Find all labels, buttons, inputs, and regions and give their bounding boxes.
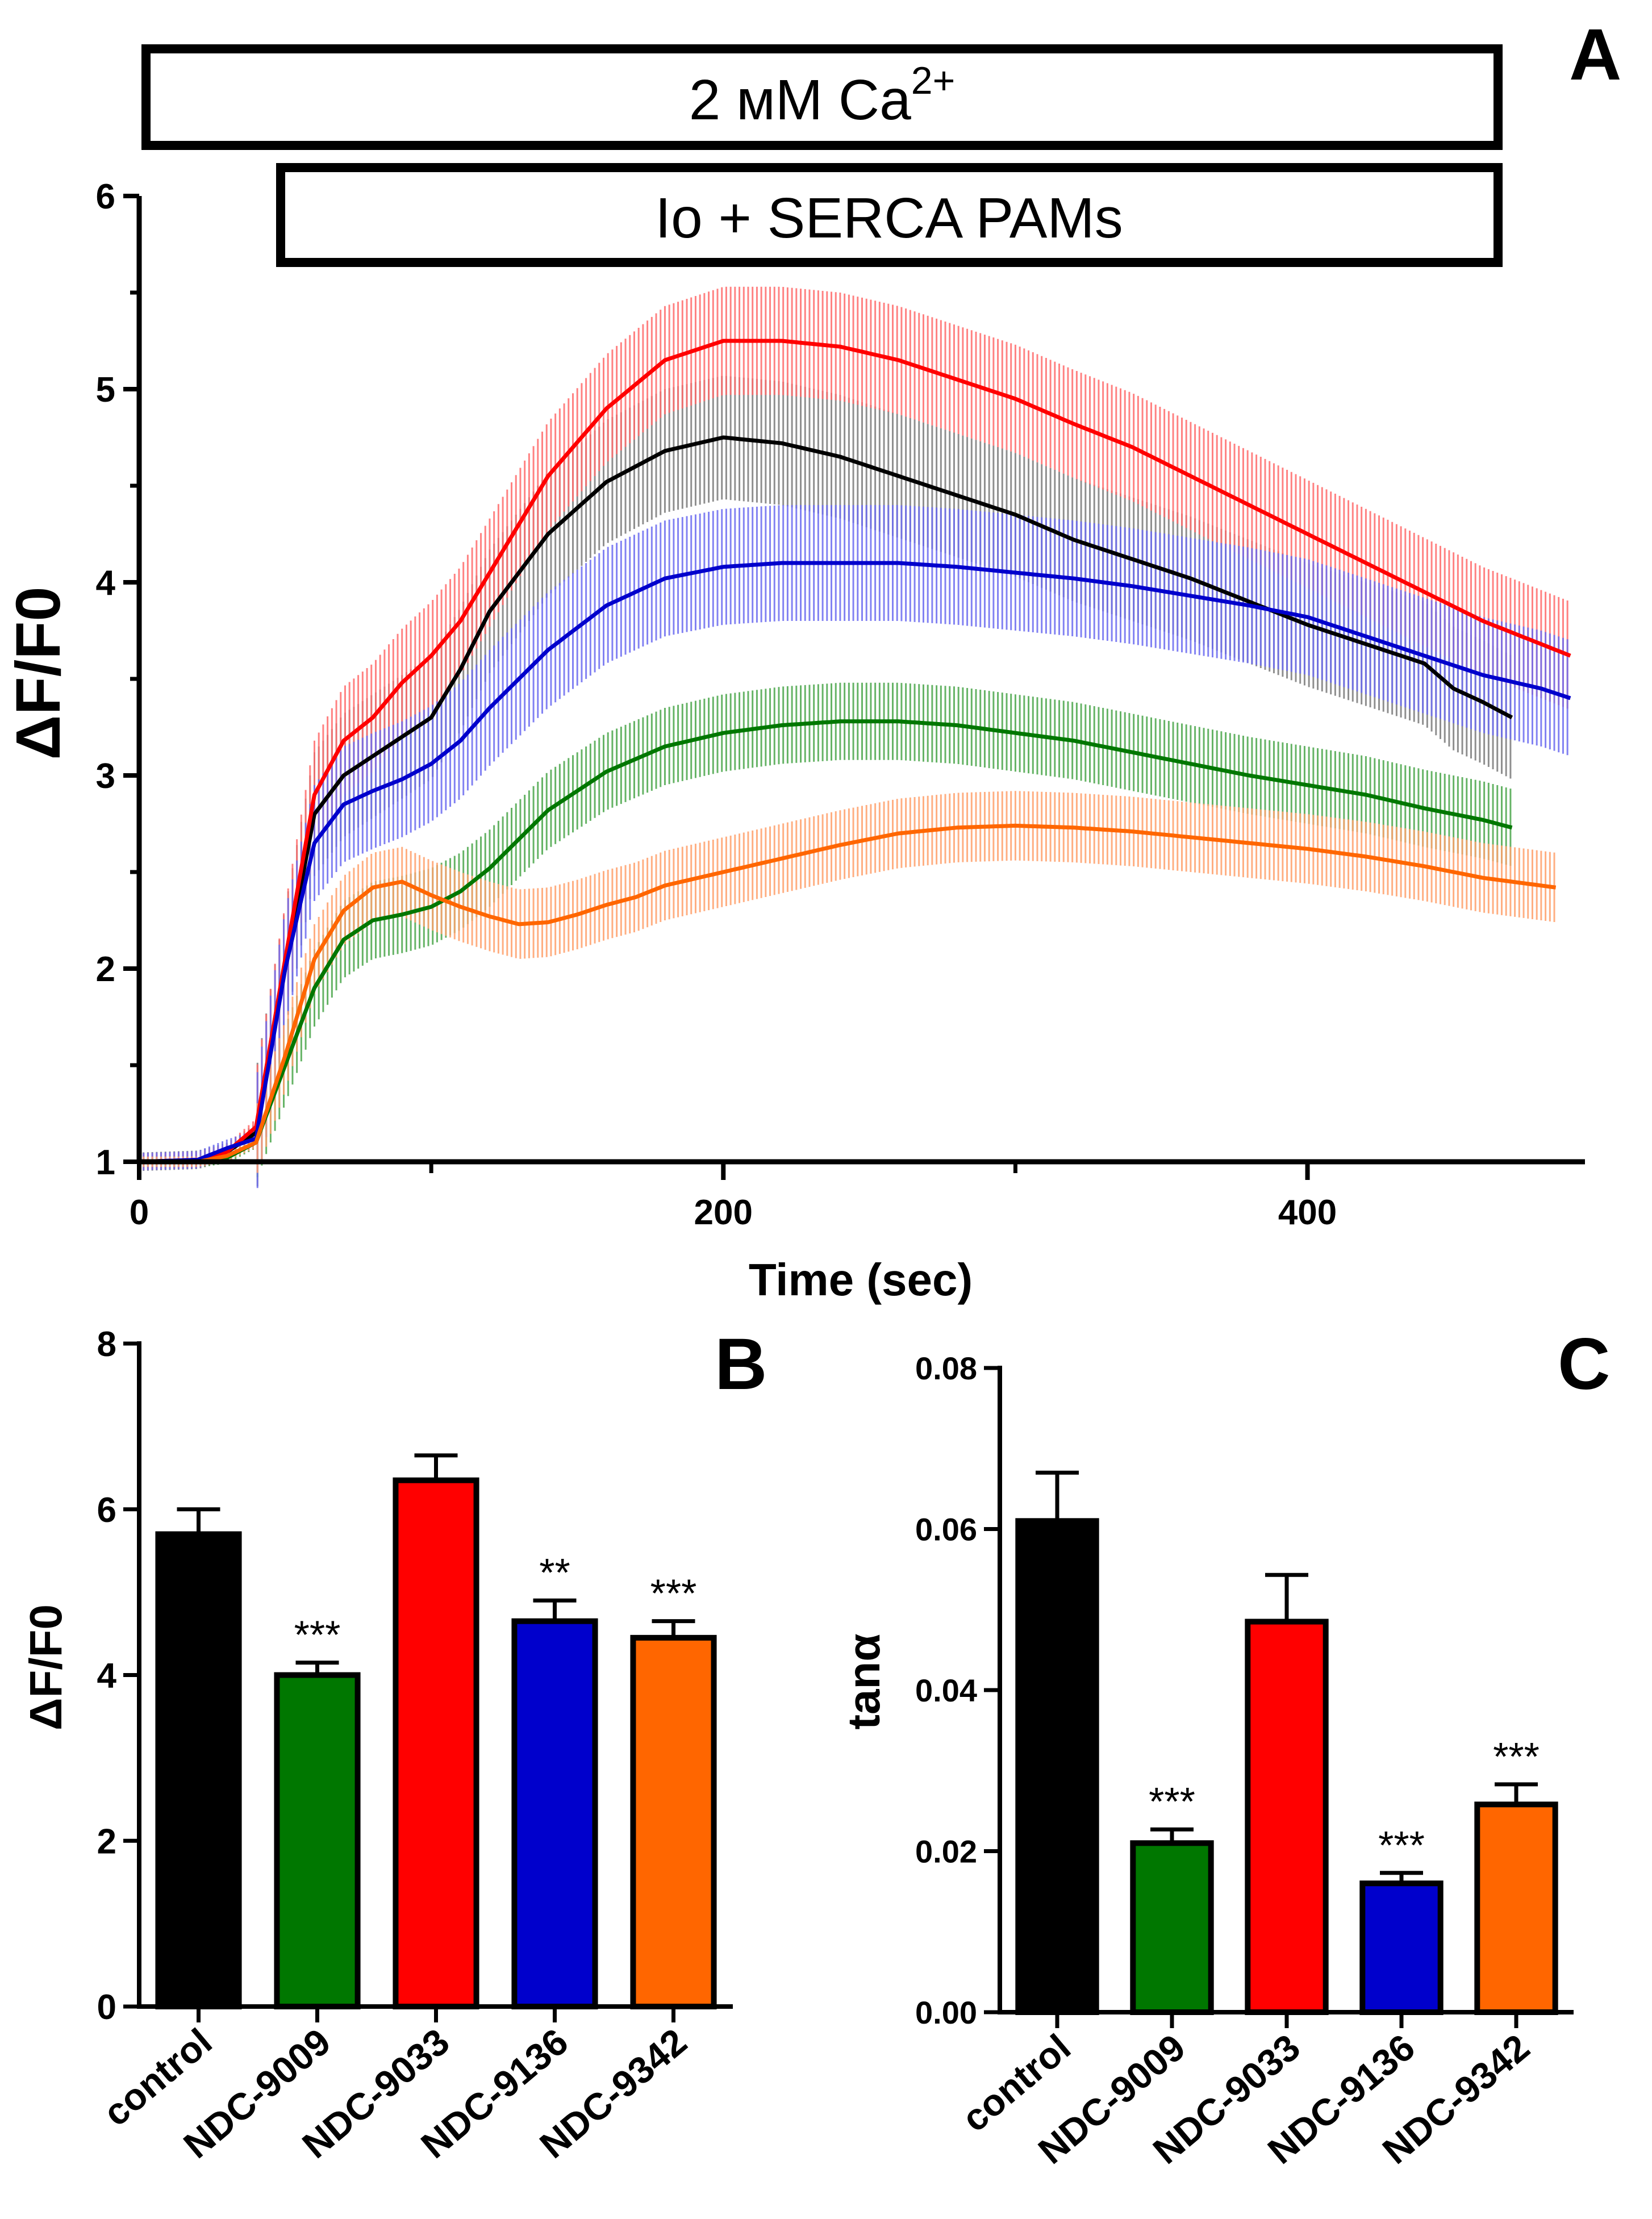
drug-annotation-box	[276, 163, 1503, 267]
ca-annotation-superscript: 2+	[911, 59, 956, 102]
y-tick-label: 0.02	[915, 1834, 977, 1870]
ca-annotation-label: 2 мМ Ca2+	[689, 59, 956, 132]
series-line-NDC-9033	[139, 339, 1571, 1164]
bar-NDC-9136	[511, 1618, 598, 2009]
y-tick-label: 0.06	[915, 1512, 977, 1548]
y-tick-label: 0	[97, 1988, 116, 2027]
panel-b: B control***NDC-9009NDC-9033**NDC-9136**…	[20, 1324, 767, 2166]
bar-NDC-9033	[393, 1477, 479, 2010]
line-plot-y-axis-label: ΔF/F0	[3, 586, 73, 760]
y-tick-label: 0.08	[915, 1350, 977, 1386]
y-tick-label: 0.00	[915, 1995, 977, 2030]
bar-NDC-9342	[630, 1634, 717, 2009]
significance-label: ***	[1378, 1823, 1425, 1867]
bar-control	[155, 1531, 242, 2009]
y-tick-label: 6	[96, 177, 115, 216]
series-line-control	[139, 435, 1513, 1164]
y-tick-label: 6	[97, 1491, 116, 1530]
bar-NDC-9009	[1130, 1840, 1214, 2015]
significance-label: **	[539, 1550, 570, 1595]
panel-c: C control***NDC-9009NDC-9033***NDC-9136*…	[838, 1324, 1610, 2172]
drug-annotation-label: Io + SERCA PAMs	[655, 186, 1123, 250]
bar-chart-c: control***NDC-9009NDC-9033***NDC-9136***…	[915, 1350, 1574, 2172]
y-tick-label: 0.04	[915, 1672, 977, 1708]
bar-NDC-9033	[1245, 1619, 1329, 2015]
bar-control	[1015, 1518, 1099, 2015]
bar-NDC-9136	[1359, 1880, 1444, 2015]
error-band-NDC-9342	[138, 791, 1555, 1173]
significance-label: ***	[294, 1613, 341, 1657]
line-plot-x-axis-label: Time (sec)	[749, 1254, 973, 1305]
significance-label: ***	[1149, 1779, 1195, 1824]
bar-chart-b: control***NDC-9009NDC-9033**NDC-9136***N…	[95, 1325, 733, 2166]
significance-label: ***	[650, 1571, 697, 1616]
series-line-NDC-9136	[139, 561, 1571, 1164]
ca-annotation-text: 2 мМ Ca	[689, 68, 911, 132]
line-plot-area	[138, 286, 1571, 1188]
panel-c-letter: C	[1558, 1324, 1610, 1405]
series-line-NDC-9009	[139, 719, 1513, 1164]
y-tick-label: 2	[96, 950, 115, 989]
y-tick-label: 4	[96, 564, 116, 603]
y-tick-label: 5	[96, 370, 115, 410]
y-tick-label: 2	[97, 1822, 116, 1861]
panel-a: A 2 мМ Ca2+ Io + SERCA PAMs 1 2 3 4 5 6 0 200 40…	[3, 14, 1621, 1305]
panel-a-letter: A	[1569, 14, 1621, 95]
bar-NDC-9342	[1474, 1801, 1558, 2015]
y-tick-label: 1	[96, 1143, 115, 1182]
x-tick-label: 0	[130, 1193, 149, 1232]
panel-b-letter: B	[715, 1324, 767, 1405]
bar-chart-c-y-axis-label: tanα	[838, 1633, 889, 1729]
ca-annotation-box	[141, 44, 1503, 150]
line-plot-axes: 1 2 3 4 5 6 0 200 400	[96, 177, 1585, 1232]
bar-NDC-9009	[274, 1672, 361, 2009]
y-tick-label: 8	[97, 1325, 116, 1364]
bar-chart-b-y-axis-label: ΔF/F0	[20, 1604, 71, 1730]
x-tick-label: 400	[1278, 1193, 1337, 1232]
series-line-NDC-9342	[139, 823, 1557, 1164]
y-tick-label: 4	[97, 1657, 117, 1696]
y-tick-label: 3	[96, 757, 115, 796]
x-tick-label: 200	[694, 1193, 753, 1232]
significance-label: ***	[1493, 1734, 1540, 1779]
